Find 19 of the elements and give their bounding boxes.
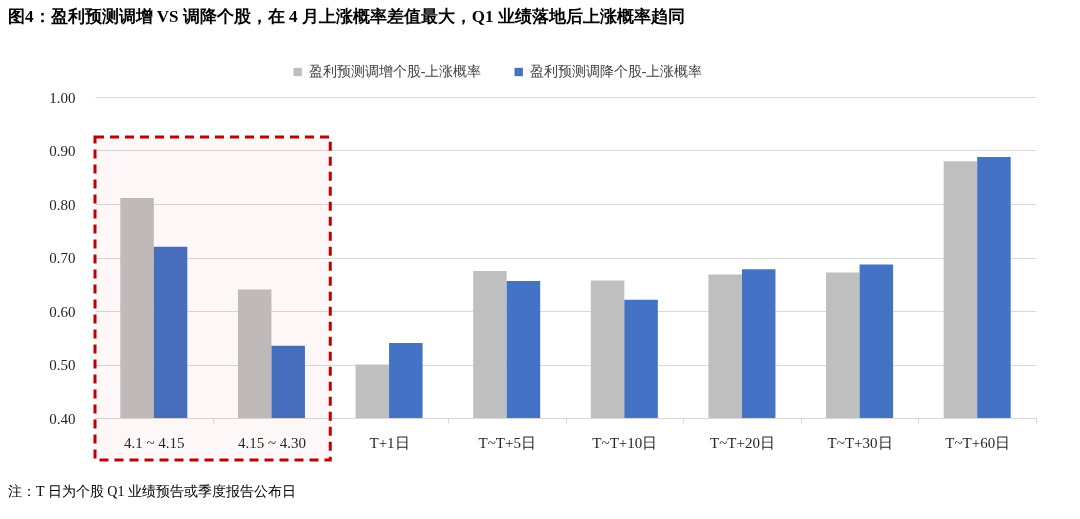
y-tick-label: 0.70 [49,250,76,266]
legend-label: 盈利预测调降个股-上涨概率 [529,64,703,79]
x-tick-label: T~T+10日 [592,434,658,451]
x-tick-label: T~T+20日 [709,434,775,451]
y-tick-label: 0.90 [49,143,76,159]
x-tick-label: T~T+60日 [945,434,1011,451]
x-tick-label: T~T+5日 [478,434,536,451]
y-tick-label: 0.60 [49,303,76,320]
legend-label: 盈利预测调增个股-上涨概率 [308,64,482,79]
text: 注：T 日为个股 Q1 业绩预告或季度报告公布日 [8,484,296,499]
y-tick-label: 0.80 [49,196,76,213]
y-tick-label: 0.40 [49,410,76,427]
chart-title: 图4：盈利预测调增 VS 调降个股，在 4 月上涨概率差值最大，Q1 业绩落地后上涨概率趋同 [8,7,685,26]
x-tick-label: 4.1 ~ 4.15 [124,434,185,451]
y-tick-label: 0.50 [49,357,76,373]
y-tick-label: 1.00 [49,89,76,106]
x-tick-label: T+1日 [369,434,410,451]
x-tick-label: 4.15 ~ 4.30 [237,434,306,451]
x-tick-label: T~T+30日 [827,434,893,451]
